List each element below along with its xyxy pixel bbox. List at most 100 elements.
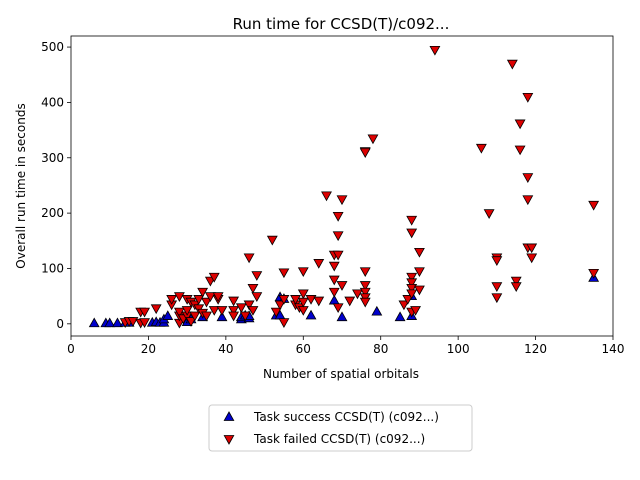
x-tick-label: 140 — [602, 342, 625, 356]
failed-point — [228, 306, 240, 316]
legend-label-failed: Task failed CCSD(T) (c092...) — [253, 432, 425, 446]
y-tick-label: 400 — [41, 95, 64, 109]
success-point — [104, 317, 116, 328]
failed-point — [173, 307, 185, 318]
legend-marker-failed — [223, 435, 235, 445]
failed-point — [475, 143, 487, 154]
failed-point — [510, 276, 522, 287]
failed-point — [367, 134, 379, 145]
failed-point — [332, 231, 344, 242]
failed-point — [321, 191, 332, 202]
failed-point — [359, 281, 371, 291]
failed-point — [522, 92, 534, 103]
chart-title: Run time for CCSD(T)/c092... — [233, 15, 450, 33]
failed-point — [247, 283, 259, 294]
failed-point — [522, 195, 534, 206]
success-point — [305, 309, 317, 320]
failed-point — [228, 311, 240, 322]
failed-point — [228, 296, 240, 307]
failed-point — [216, 306, 228, 316]
failed-point — [413, 247, 425, 258]
failed-point — [189, 311, 201, 322]
failed-point — [166, 295, 178, 305]
failed-point — [243, 300, 255, 311]
failed-point — [243, 253, 255, 264]
failed-point — [491, 293, 503, 304]
x-tick-label: 60 — [296, 342, 311, 356]
y-tick-label: 100 — [41, 261, 64, 275]
failed-point — [336, 281, 348, 291]
failed-point — [510, 282, 522, 293]
failed-point — [328, 287, 340, 298]
failed-point — [181, 306, 193, 316]
failed-point — [208, 272, 220, 283]
legend: Task success CCSD(T) (c092...) Task fail… — [208, 404, 473, 452]
failed-point — [297, 289, 309, 300]
data-markers — [88, 45, 600, 329]
failed-point — [514, 119, 526, 130]
x-tick-label: 40 — [218, 342, 233, 356]
failed-point — [359, 148, 371, 159]
failed-point — [359, 297, 371, 308]
y-tick-label: 300 — [41, 151, 64, 165]
success-point — [162, 310, 174, 320]
failed-point — [406, 215, 418, 226]
failed-point — [127, 317, 139, 327]
failed-point — [251, 292, 263, 302]
failed-point — [251, 271, 263, 281]
legend-marker-success — [223, 411, 235, 421]
failed-point — [201, 311, 212, 322]
failed-point — [274, 300, 286, 311]
failed-point — [413, 285, 425, 296]
failed-point — [247, 306, 259, 316]
failed-point — [328, 275, 340, 286]
success-point — [88, 317, 100, 328]
failed-point — [332, 250, 344, 261]
legend-label-success: Task success CCSD(T) (c092...) — [253, 410, 439, 424]
failed-point — [297, 267, 309, 278]
failed-point — [406, 283, 418, 294]
failed-point — [313, 259, 325, 269]
axes: 0 20 40 60 80 100 120 140 0 100 200 300 400 500 — [41, 35, 625, 356]
failed-point — [402, 295, 414, 305]
failed-point — [139, 307, 150, 318]
failed-point — [266, 235, 278, 246]
x-tick-label: 0 — [67, 342, 75, 356]
failed-point — [208, 306, 220, 316]
failed-point — [588, 200, 600, 211]
x-tick-label: 120 — [524, 342, 547, 356]
failed-point — [290, 295, 301, 305]
failed-point — [270, 307, 282, 318]
failed-point — [297, 297, 309, 308]
failed-point — [212, 292, 224, 302]
failed-point — [352, 289, 363, 300]
failed-point — [305, 295, 317, 305]
failed-point — [526, 253, 538, 264]
x-axis-label: Number of spatial orbitals — [263, 367, 419, 381]
failed-point — [506, 59, 518, 70]
failed-point — [359, 267, 371, 278]
failed-point — [313, 296, 325, 307]
failed-point — [336, 195, 348, 206]
plot-frame — [70, 35, 614, 337]
failed-point — [139, 318, 150, 328]
failed-point — [491, 282, 503, 293]
failed-point — [522, 173, 534, 183]
failed-point — [413, 267, 425, 278]
y-tick-label: 200 — [41, 206, 64, 220]
failed-point — [201, 297, 212, 308]
y-axis-label: Overall run time in seconds — [14, 103, 28, 268]
failed-point — [429, 45, 441, 56]
failed-point — [328, 261, 340, 272]
failed-point — [344, 296, 356, 307]
failed-point — [410, 306, 421, 316]
failed-point — [239, 311, 251, 322]
success-point — [112, 317, 123, 328]
legend-frame — [208, 404, 473, 452]
failed-point — [278, 295, 290, 305]
success-point — [371, 305, 383, 316]
y-tick-label: 500 — [41, 40, 64, 54]
failed-point — [491, 256, 503, 266]
failed-point — [332, 211, 344, 222]
